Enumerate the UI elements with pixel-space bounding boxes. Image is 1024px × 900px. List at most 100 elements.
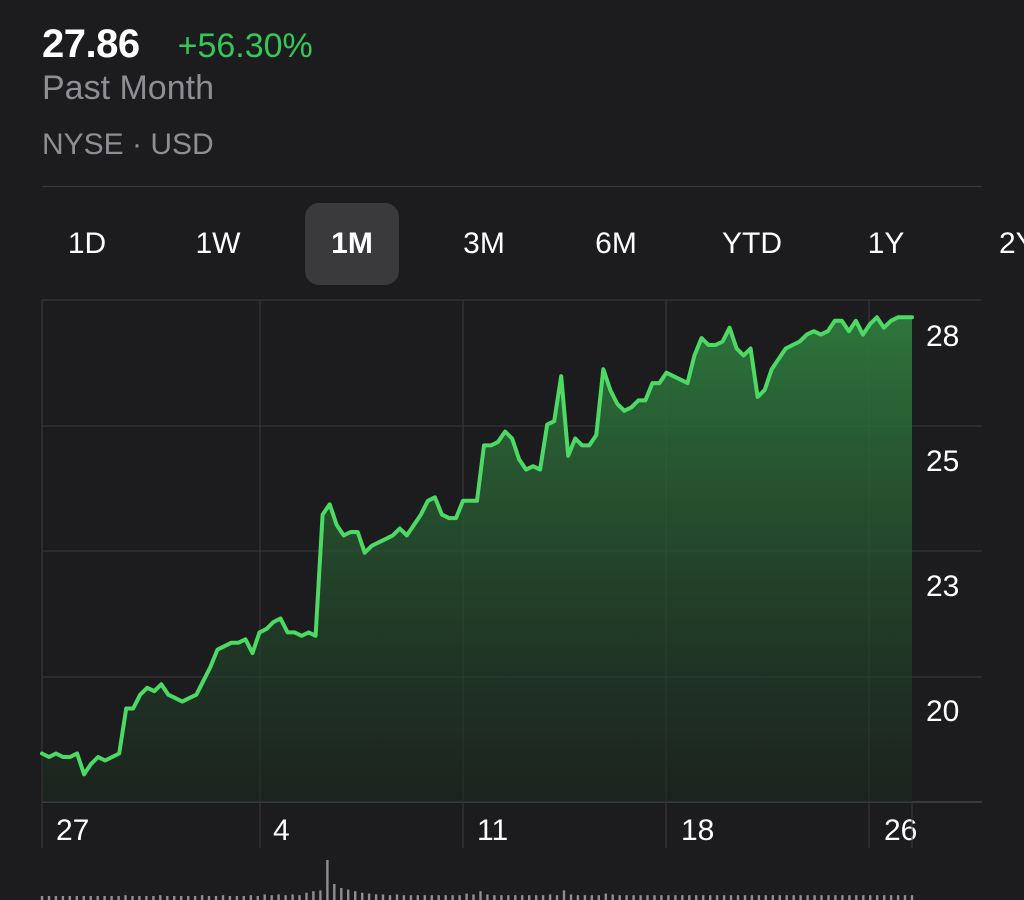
volume-bar bbox=[521, 895, 524, 900]
volume-bar bbox=[131, 896, 134, 900]
volume-bar bbox=[709, 895, 712, 900]
volume-bar bbox=[277, 894, 280, 900]
volume-bar bbox=[256, 896, 259, 900]
volume-bar bbox=[688, 895, 691, 900]
volume-bar bbox=[813, 895, 816, 900]
volume-bar bbox=[590, 895, 593, 900]
volume-bar bbox=[361, 892, 364, 900]
volume-bar bbox=[479, 891, 482, 900]
volume-bar bbox=[124, 895, 127, 900]
y-tick-label: 25 bbox=[926, 445, 959, 478]
volume-bar bbox=[681, 895, 684, 900]
x-tick-label: 4 bbox=[273, 814, 290, 847]
volume-bar bbox=[903, 895, 907, 900]
x-tick-label: 18 bbox=[681, 814, 714, 847]
volume-bar bbox=[409, 895, 413, 900]
volume-bar bbox=[743, 895, 747, 900]
volume-bar bbox=[374, 894, 378, 900]
volume-bar bbox=[61, 896, 65, 900]
range-button-ytd[interactable]: YTD bbox=[722, 227, 782, 260]
price-chart[interactable]: 28 25 23 20 27 4 11 18 26 bbox=[0, 290, 1024, 900]
volume-bar bbox=[493, 895, 496, 900]
volume-bar bbox=[451, 895, 454, 900]
volume-bar bbox=[535, 895, 538, 900]
volume-bar bbox=[367, 893, 371, 900]
range-button-6m[interactable]: 6M bbox=[595, 227, 637, 260]
volume-bar bbox=[834, 895, 837, 900]
volume-bar bbox=[625, 895, 628, 900]
volume-bar bbox=[736, 895, 740, 900]
volume-bar bbox=[618, 895, 621, 900]
volume-bar bbox=[472, 894, 475, 900]
volume-bar bbox=[597, 895, 600, 900]
x-tick-label: 27 bbox=[56, 814, 89, 847]
volume-bar bbox=[653, 895, 656, 900]
volume-bar bbox=[855, 895, 858, 900]
volume-bar bbox=[68, 896, 71, 900]
range-button-1w[interactable]: 1W bbox=[195, 227, 241, 260]
y-tick-label: 28 bbox=[926, 320, 959, 353]
volume-bar bbox=[347, 889, 350, 900]
volume-bar bbox=[221, 895, 225, 900]
volume-bar bbox=[660, 895, 663, 900]
volume-bar bbox=[729, 895, 733, 900]
x-axis-labels: 27 4 11 18 26 bbox=[41, 802, 917, 848]
volume-bar bbox=[242, 896, 245, 900]
volume-bar bbox=[395, 894, 399, 900]
volume-bar bbox=[298, 895, 301, 900]
volume-bar bbox=[876, 895, 879, 900]
volume-bar bbox=[562, 890, 566, 900]
range-button-3m[interactable]: 3M bbox=[463, 227, 505, 260]
header-divider bbox=[42, 186, 982, 187]
volume-bar bbox=[820, 895, 823, 900]
volume-bar bbox=[82, 896, 85, 900]
volume-bar bbox=[284, 895, 287, 900]
volume-bar bbox=[646, 895, 649, 900]
range-button-1m[interactable]: 1M bbox=[305, 203, 399, 285]
y-tick-label: 20 bbox=[926, 695, 959, 728]
volume-bar bbox=[667, 895, 670, 900]
volume-bar bbox=[632, 895, 635, 900]
volume-bar bbox=[806, 895, 809, 900]
volume-bar bbox=[869, 895, 872, 900]
volume-bar bbox=[841, 895, 844, 900]
percent-change: +56.30% bbox=[177, 27, 313, 65]
volume-bar bbox=[507, 895, 510, 900]
volume-bar bbox=[785, 895, 788, 900]
volume-bar bbox=[611, 894, 614, 900]
volume-bar bbox=[583, 895, 587, 900]
volume-bar bbox=[722, 895, 726, 900]
volume-bar bbox=[291, 894, 294, 900]
quote-header: 27.86 +56.30% Past Month NYSE · USD bbox=[42, 22, 982, 162]
y-tick-label: 23 bbox=[926, 570, 959, 603]
volume-bar bbox=[792, 895, 795, 900]
volume-bar bbox=[312, 891, 315, 900]
volume-bar bbox=[187, 896, 190, 900]
volume-bar bbox=[827, 895, 830, 900]
volume-bar bbox=[214, 896, 218, 900]
volume-bar bbox=[249, 895, 252, 900]
volume-bar bbox=[715, 895, 719, 900]
volume-bar bbox=[799, 895, 802, 900]
volume-bar bbox=[326, 860, 329, 900]
volume-bar bbox=[465, 893, 468, 900]
price-area-fill bbox=[42, 317, 912, 802]
volume-bar bbox=[340, 888, 343, 900]
volume-bar bbox=[750, 895, 754, 900]
range-button-1y[interactable]: 1Y bbox=[867, 227, 905, 260]
range-button-1d[interactable]: 1D bbox=[67, 227, 107, 260]
volume-bar bbox=[117, 896, 120, 900]
volume-bar bbox=[47, 896, 51, 900]
volume-bar bbox=[862, 895, 865, 900]
volume-bar bbox=[207, 896, 211, 900]
y-axis-labels: 28 25 23 20 bbox=[926, 320, 959, 728]
volume-bar bbox=[757, 895, 761, 900]
volume-bar bbox=[200, 895, 204, 900]
volume-bar bbox=[89, 896, 92, 900]
volume-bar bbox=[270, 895, 273, 900]
volume-bar bbox=[500, 895, 503, 900]
volume-bar bbox=[604, 893, 607, 900]
volume-bar bbox=[75, 896, 78, 900]
volume-bar bbox=[674, 895, 677, 900]
range-button-2y[interactable]: 2Y bbox=[999, 227, 1024, 260]
